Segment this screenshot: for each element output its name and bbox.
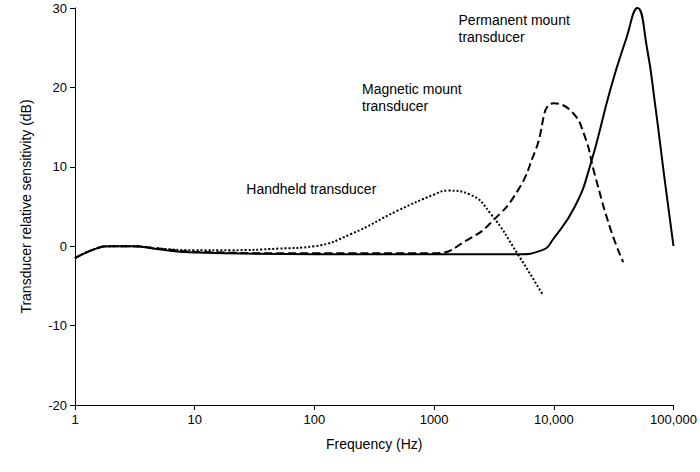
svg-text:Permanent mount: Permanent mount [459,12,570,28]
svg-text:Transducer relative sensitivit: Transducer relative sensitivity (dB) [18,99,34,313]
svg-text:Magnetic mount: Magnetic mount [362,81,462,97]
svg-text:-20: -20 [48,398,67,413]
svg-text:1000: 1000 [420,412,449,427]
svg-text:100,000: 100,000 [650,412,697,427]
svg-text:20: 20 [53,80,67,95]
svg-text:Handheld transducer: Handheld transducer [246,181,376,197]
svg-text:10: 10 [53,159,67,174]
svg-text:0: 0 [60,239,67,254]
svg-text:100: 100 [304,412,326,427]
svg-text:10,000: 10,000 [534,412,574,427]
svg-text:-10: -10 [48,318,67,333]
svg-text:Frequency (Hz): Frequency (Hz) [326,436,422,452]
svg-text:transducer: transducer [362,98,428,114]
svg-text:1: 1 [71,412,78,427]
svg-text:transducer: transducer [459,29,525,45]
svg-text:10: 10 [187,412,201,427]
svg-text:30: 30 [53,1,67,16]
